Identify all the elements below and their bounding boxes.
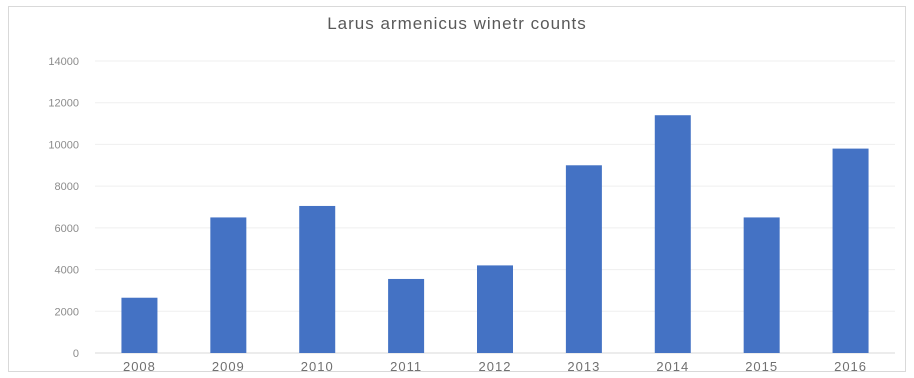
y-tick-label: 14000	[48, 56, 79, 68]
x-tick-label: 2011	[390, 359, 422, 374]
bar-2016	[832, 148, 869, 353]
bar-2009	[210, 217, 247, 353]
x-tick-label: 2016	[834, 359, 867, 374]
y-tick-label: 8000	[55, 181, 79, 193]
y-tick-label: 4000	[55, 265, 79, 277]
bar-2011	[388, 278, 425, 353]
y-tick-label: 2000	[55, 306, 79, 318]
bar-2015	[743, 217, 780, 353]
x-tick-label: 2015	[745, 359, 778, 374]
y-tick-label: 6000	[55, 223, 79, 235]
y-tick-label: 12000	[48, 98, 79, 110]
bar-2010	[299, 205, 336, 353]
bar-2008	[121, 297, 158, 353]
y-tick-label: 10000	[48, 139, 79, 151]
x-tick-label: 2013	[567, 359, 600, 374]
y-tick-label: 0	[73, 348, 79, 360]
x-axis-tick-labels: 2008 2009 2010 2011 2012 2013 2014 2015 2016	[123, 359, 867, 374]
x-tick-label: 2014	[656, 359, 689, 374]
bar-2013	[565, 165, 602, 353]
x-tick-label: 2012	[479, 359, 512, 374]
x-tick-label: 2009	[212, 359, 245, 374]
x-tick-label: 2010	[301, 359, 334, 374]
bars	[121, 115, 869, 353]
chart-title: Larus armenicus winetr counts	[327, 14, 587, 33]
x-tick-label: 2008	[123, 359, 156, 374]
y-axis-tick-labels: 0 2000 4000 6000 8000 10000 12000 14000	[48, 56, 79, 360]
bar-2014	[654, 115, 691, 353]
bar-2012	[477, 265, 513, 353]
